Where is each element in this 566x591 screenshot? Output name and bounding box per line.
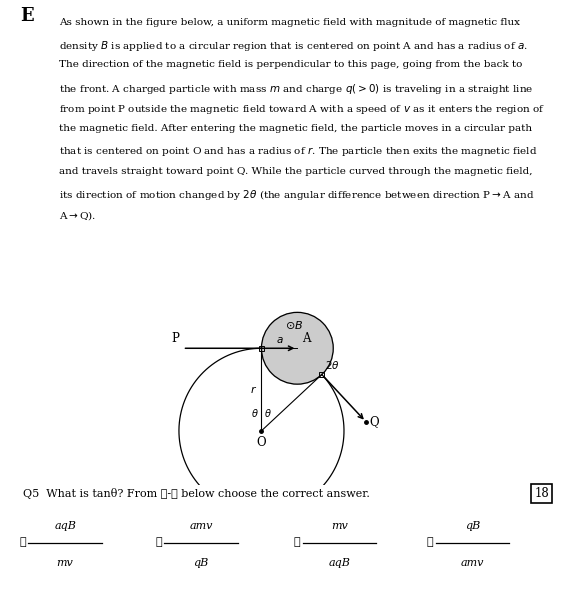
Bar — [319, 372, 324, 377]
Text: the magnetic field. After entering the magnetic field, the particle moves in a c: the magnetic field. After entering the m… — [59, 124, 533, 133]
Text: ③: ③ — [294, 537, 301, 547]
Text: $\theta$: $\theta$ — [264, 407, 272, 420]
Text: aqB: aqB — [54, 521, 76, 531]
Text: the front. A charged particle with mass $m$ and charge $q(> 0)$ is traveling in : the front. A charged particle with mass … — [59, 82, 534, 96]
Text: As shown in the figure below, a uniform magnetic field with magnitude of magneti: As shown in the figure below, a uniform … — [59, 18, 520, 27]
Text: ①: ① — [19, 537, 26, 547]
Text: qB: qB — [465, 521, 480, 531]
Text: amv: amv — [461, 558, 484, 568]
Text: $\odot B$: $\odot B$ — [285, 319, 303, 330]
Text: $r$: $r$ — [250, 384, 257, 395]
Text: qB: qB — [194, 558, 208, 568]
Text: ②: ② — [155, 537, 162, 547]
Text: E: E — [20, 8, 33, 25]
Text: mv: mv — [331, 521, 348, 531]
Bar — [259, 346, 264, 351]
Text: that is centered on point O and has a radius of $r$. The particle then exits the: that is centered on point O and has a ra… — [59, 145, 538, 158]
Text: aqB: aqB — [329, 558, 350, 568]
Text: its direction of motion changed by $2\theta$ (the angular difference between dir: its direction of motion changed by $2\th… — [59, 188, 535, 202]
Text: A$\rightarrow$Q).: A$\rightarrow$Q). — [59, 209, 97, 222]
Text: from point P outside the magnetic field toward A with a speed of $v$ as it enter: from point P outside the magnetic field … — [59, 103, 546, 116]
Text: mv: mv — [57, 558, 74, 568]
Text: ④: ④ — [427, 537, 434, 547]
Text: 18: 18 — [534, 487, 549, 500]
Text: amv: amv — [189, 521, 213, 531]
Text: $2\theta$: $2\theta$ — [325, 359, 340, 371]
Text: A: A — [302, 332, 310, 345]
Text: and travels straight toward point Q. While the particle curved through the magne: and travels straight toward point Q. Whi… — [59, 167, 533, 176]
Text: Q: Q — [370, 415, 379, 428]
Text: O: O — [256, 436, 266, 449]
Text: density $B$ is applied to a circular region that is centered on point A and has : density $B$ is applied to a circular reg… — [59, 39, 528, 53]
Text: $a$: $a$ — [276, 335, 283, 345]
Text: $\theta$: $\theta$ — [251, 407, 259, 420]
Text: P: P — [171, 332, 179, 345]
Circle shape — [261, 313, 333, 384]
Text: Q5  What is tanθ? From ①-④ below choose the correct answer.: Q5 What is tanθ? From ①-④ below choose t… — [23, 488, 370, 499]
Text: The direction of the magnetic field is perpendicular to this page, going from th: The direction of the magnetic field is p… — [59, 60, 523, 69]
